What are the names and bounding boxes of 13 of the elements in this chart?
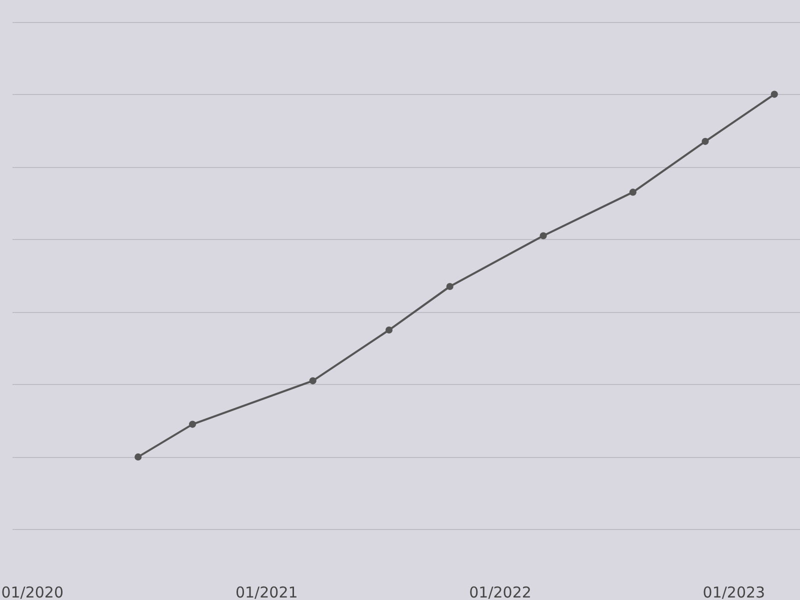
point [188,420,196,428]
x-tick-label: 01/2021 [235,584,298,600]
x-tick-label: 01/2023 [702,584,766,600]
point [540,232,547,240]
point [770,90,778,98]
x-tick-label: 01/2020 [1,584,64,600]
x-tick-label: 01/2022 [469,584,532,600]
point [702,138,709,145]
point [134,453,142,460]
point [446,282,454,290]
point [386,326,393,334]
point [629,188,636,196]
point [309,377,316,384]
